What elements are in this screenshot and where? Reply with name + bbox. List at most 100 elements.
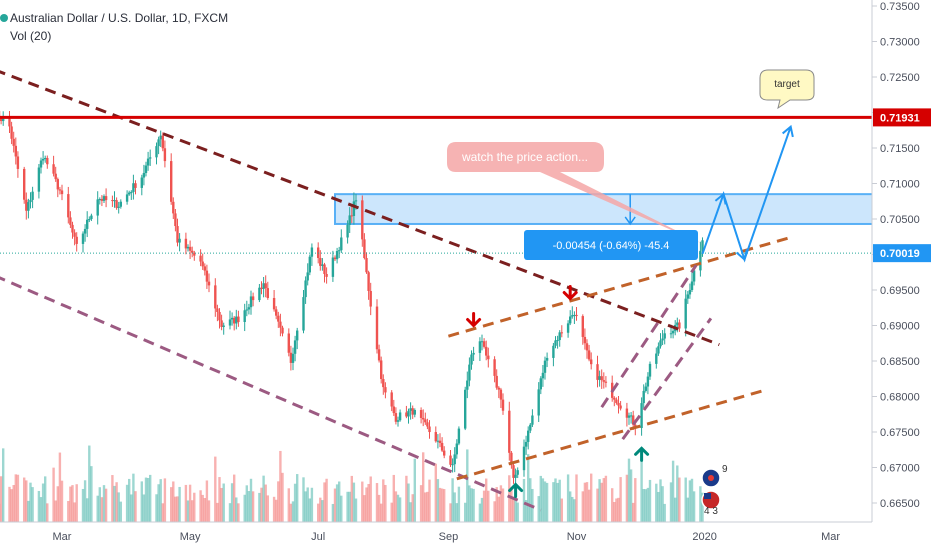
candle-body-218 xyxy=(632,415,635,425)
candle-body-41 xyxy=(113,200,116,202)
volume-bar-240 xyxy=(699,486,702,522)
candle-body-129 xyxy=(369,290,372,307)
volume-bar-233 xyxy=(676,465,679,522)
candle-body-61 xyxy=(172,201,175,214)
volume-bar-120 xyxy=(346,491,349,522)
candle-body-24 xyxy=(60,190,64,195)
volume-bar-89 xyxy=(251,491,255,522)
candle-body-98 xyxy=(279,321,282,328)
signal-arrows xyxy=(466,285,650,499)
volume-bar-165 xyxy=(478,503,482,522)
candle-body-17 xyxy=(41,158,45,161)
candle-body-45 xyxy=(125,194,129,202)
volume-bar-65 xyxy=(184,484,188,522)
time-axis[interactable]: Mar May Jul Sep Nov 2020 Mar xyxy=(0,521,872,543)
callout-text: watch the price action... xyxy=(461,150,588,164)
volume-bar-176 xyxy=(510,488,513,522)
candle-body-184 xyxy=(531,415,534,425)
candle-body-81 xyxy=(230,317,234,320)
volume-bar-53 xyxy=(146,477,150,522)
volume-bar-64 xyxy=(178,486,181,522)
volume-bar-83 xyxy=(235,497,238,522)
volume-bar-212 xyxy=(615,498,618,522)
price-tick-label-6: 0.70500 xyxy=(880,214,920,226)
price-tick-label-11: 0.68000 xyxy=(880,392,920,404)
time-tick-label-5: 2020 xyxy=(692,531,716,543)
candle-body-178 xyxy=(514,474,517,478)
candle-body-48 xyxy=(132,183,135,192)
volume-bar-167 xyxy=(482,490,486,522)
volume-bar-149 xyxy=(428,479,431,522)
volume-bar-202 xyxy=(585,482,589,522)
volume-bar-29 xyxy=(75,484,78,522)
volume-bar-173 xyxy=(499,485,503,522)
candle-body-99 xyxy=(281,327,284,334)
candle-body-111 xyxy=(319,257,322,266)
volume-bar-56 xyxy=(157,484,160,522)
candle-body-92 xyxy=(262,283,265,289)
measure-text: -0.00454 (-0.64%) -45.4 xyxy=(553,240,670,252)
volume-bar-46 xyxy=(128,478,131,522)
volume-bar-217 xyxy=(629,469,633,522)
candle-body-167 xyxy=(482,341,486,347)
candle-body-139 xyxy=(398,412,402,421)
volume-bar-107 xyxy=(306,487,309,522)
volume-bar-153 xyxy=(440,488,444,522)
candle-body-211 xyxy=(613,397,616,400)
volume-bar-189 xyxy=(545,482,549,522)
candle-body-107 xyxy=(306,272,309,281)
candle-body-196 xyxy=(569,316,572,324)
candle-body-135 xyxy=(390,392,393,407)
candle-body-93 xyxy=(264,283,267,289)
trend-line-0 xyxy=(0,70,720,347)
volume-bar-129 xyxy=(369,476,372,522)
volume-bar-19 xyxy=(46,503,49,522)
volume-bar-37 xyxy=(100,497,104,522)
indicator-label[interactable]: Vol (20) xyxy=(10,29,51,43)
volume-bar-192 xyxy=(556,482,559,522)
volume-bar-66 xyxy=(186,500,190,522)
candle-body-160 xyxy=(464,389,467,429)
candle-body-100 xyxy=(287,333,290,353)
volume-bar-145 xyxy=(419,485,423,522)
volume-bar-132 xyxy=(380,503,383,522)
candle-body-97 xyxy=(277,315,280,322)
volume-bar-222 xyxy=(644,489,647,522)
candle-body-183 xyxy=(529,424,532,431)
candle-body-124 xyxy=(354,200,358,202)
volume-bar-138 xyxy=(396,494,400,522)
candle-body-12 xyxy=(27,202,30,211)
price-tick-label-14: 0.66500 xyxy=(880,498,920,510)
volume-bar-148 xyxy=(426,491,429,522)
candle-body-146 xyxy=(422,417,425,420)
volume-bar-33 xyxy=(88,445,91,522)
zone-measure-arrow-icon xyxy=(624,216,636,226)
volume-bar-168 xyxy=(485,478,488,522)
chart-title[interactable]: Australian Dollar / U.S. Dollar, 1D, FXC… xyxy=(10,11,228,25)
candle-body-130 xyxy=(375,306,379,350)
candle-body-55 xyxy=(155,146,158,158)
candle-body-115 xyxy=(331,257,335,277)
flag-au-icon-2[interactable] xyxy=(708,475,714,481)
price-tick-label-8: 0.69500 xyxy=(880,285,920,297)
volume-bar-95 xyxy=(272,496,276,522)
volume-bar-221 xyxy=(642,489,645,522)
candle-body-141 xyxy=(407,410,410,417)
volume-bar-85 xyxy=(243,494,246,522)
price-axis[interactable]: 0.735000.730000.725000.720000.715000.710… xyxy=(871,0,932,550)
volume-bar-228 xyxy=(661,486,664,522)
volume-bar-84 xyxy=(237,503,240,522)
volume-bar-126 xyxy=(363,495,366,522)
candle-body-31 xyxy=(83,228,87,234)
volume-bar-150 xyxy=(434,463,437,522)
candle-body-52 xyxy=(144,165,148,173)
candle-body-127 xyxy=(365,258,368,273)
volume-bar-229 xyxy=(663,503,666,522)
candle-body-76 xyxy=(216,308,219,312)
candle-body-203 xyxy=(587,350,591,360)
volume-bar-17 xyxy=(41,483,45,522)
volume-bar-205 xyxy=(596,488,599,522)
volume-bar-24 xyxy=(60,480,64,522)
candle-body-142 xyxy=(409,408,412,411)
candle-body-197 xyxy=(571,315,574,317)
